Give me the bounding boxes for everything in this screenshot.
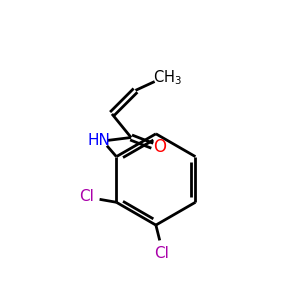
Text: HN: HN [87, 133, 110, 148]
Text: O: O [153, 138, 166, 156]
Text: CH$_3$: CH$_3$ [152, 69, 182, 87]
Text: Cl: Cl [80, 190, 94, 205]
Text: Cl: Cl [154, 246, 169, 261]
